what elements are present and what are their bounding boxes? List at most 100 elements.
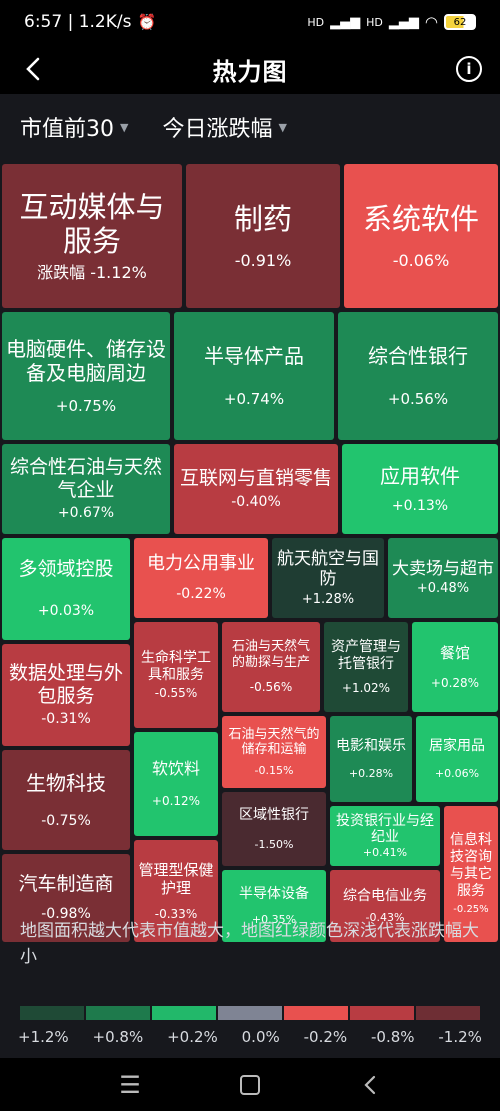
tile-oil-gas-storage[interactable]: 石油与天然气的储存和运输 -0.15% (222, 716, 326, 788)
caret-down-icon: ▼ (120, 120, 129, 134)
tile-application-software[interactable]: 应用软件 +0.13% (342, 444, 498, 534)
tile-integrated-telecom[interactable]: 综合电信业务 -0.43% (330, 870, 440, 942)
tile-name: 应用软件 (380, 463, 460, 488)
home-icon (240, 1074, 260, 1095)
tile-pct: -1.50% (254, 837, 294, 851)
tile-pct: +0.67% (57, 505, 115, 522)
tile-pct: +1.02% (341, 680, 391, 695)
tile-data-processing[interactable]: 数据处理与外包服务 -0.31% (2, 644, 130, 746)
home-button[interactable] (235, 1070, 265, 1100)
tile-name: 生命科学工具和服务 (141, 650, 211, 683)
legend-label: +1.2% (18, 1028, 69, 1046)
battery-icon: 62 (444, 14, 476, 30)
tile-computer-hardware[interactable]: 电脑硬件、储存设备及电脑周边 +0.75% (2, 312, 170, 440)
tile-pct: -0.55% (154, 685, 198, 700)
tile-integrated-oil-gas[interactable]: 综合性石油与天然气企业 +0.67% (2, 444, 170, 534)
tile-name: 大卖场与超市 (392, 559, 494, 579)
tile-life-sciences-tools[interactable]: 生命科学工具和服务 -0.55% (134, 622, 218, 728)
tile-system-software[interactable]: 系统软件 -0.06% (344, 164, 498, 308)
tile-pct: -0.31% (41, 711, 91, 728)
tile-name: 生物科技 (26, 770, 106, 795)
tile-name: 电脑硬件、储存设备及电脑周边 (6, 337, 166, 385)
tile-pct: -0.25% (453, 903, 489, 915)
tile-semiconductors[interactable]: 半导体产品 +0.74% (174, 312, 334, 440)
tile-pct: 涨跌幅 -1.12% (37, 263, 147, 283)
tile-pharma[interactable]: 制药 -0.91% (186, 164, 340, 308)
tile-pct: -0.56% (249, 680, 293, 695)
tile-multi-sector-holdings[interactable]: 多领域控股 +0.03% (2, 538, 130, 640)
tile-name: 资产管理与托管银行 (331, 639, 401, 672)
tile-soft-drinks[interactable]: 软饮料 +0.12% (134, 732, 218, 836)
tile-name: 区域性银行 (239, 807, 309, 823)
heatmap: 互动媒体与服务 涨跌幅 -1.12% 制药 -0.91% 系统软件 -0.06%… (0, 162, 500, 942)
tile-pct: +0.12% (151, 794, 201, 809)
tile-pct: +0.56% (387, 390, 449, 408)
tile-pct: +0.03% (37, 603, 95, 619)
tile-asset-management[interactable]: 资产管理与托管银行 +1.02% (324, 622, 408, 712)
tile-name: 综合性石油与天然气企业 (9, 455, 162, 501)
filter-market-cap-label: 市值前30 (20, 117, 114, 142)
status-time: 6:57 | 1.2K/s (24, 12, 132, 32)
tile-name: 石油与天然气的储存和运输 (228, 726, 320, 758)
tile-name: 互联网与直销零售 (179, 467, 332, 490)
tile-pct: -0.91% (234, 250, 292, 270)
alarm-icon: ⏰ (137, 13, 157, 31)
legend-swatch (86, 1006, 150, 1020)
tile-pct: +0.48% (416, 581, 470, 597)
back-button[interactable] (18, 54, 48, 84)
tile-pct: -0.98% (41, 906, 91, 922)
legend-label: -1.2% (438, 1028, 482, 1046)
legend-swatch (284, 1006, 348, 1020)
tile-pct: -0.15% (254, 764, 294, 777)
tile-name: 管理型保健护理 (138, 860, 214, 897)
filter-daily-change[interactable]: 今日涨跌幅 ▼ (162, 111, 286, 143)
tile-name: 制药 (233, 202, 292, 236)
legend-swatch (416, 1006, 480, 1020)
page-title: 热力图 (212, 57, 288, 86)
tile-interactive-media[interactable]: 互动媒体与服务 涨跌幅 -1.12% (2, 164, 182, 308)
legend-label: -0.2% (303, 1028, 348, 1046)
tile-pct: +0.74% (223, 390, 285, 408)
tile-name: 餐馆 (439, 643, 470, 662)
tile-movies-entertainment[interactable]: 电影和娱乐 +0.28% (330, 716, 412, 802)
legend-label: 0.0% (241, 1028, 280, 1046)
tile-pct: +0.28% (348, 766, 394, 780)
system-nav-bar: ☰ (0, 1058, 500, 1111)
tile-household-products[interactable]: 居家用品 +0.06% (416, 716, 498, 802)
tile-hypermarkets[interactable]: 大卖场与超市 +0.48% (388, 538, 498, 618)
tile-name: 电影和娱乐 (336, 738, 406, 754)
header: 热力图 i (0, 44, 500, 94)
tile-semiconductor-equipment[interactable]: 半导体设备 +0.35% (222, 870, 326, 942)
info-button[interactable]: i (456, 56, 482, 82)
tile-aerospace-defense[interactable]: 航天航空与国防 +1.28% (272, 538, 384, 618)
tile-pct: -0.40% (231, 494, 281, 510)
tile-diversified-banks[interactable]: 综合性银行 +0.56% (338, 312, 498, 440)
tile-pct: +0.75% (55, 397, 117, 415)
tile-oil-gas-exploration[interactable]: 石油与天然气的勘探与生产 -0.56% (222, 622, 320, 712)
tile-it-consulting[interactable]: 信息科技咨询与其它服务 -0.25% (444, 806, 498, 942)
tile-regional-banks[interactable]: 区域性银行 -1.50% (222, 792, 326, 866)
tile-pct: -0.06% (392, 250, 450, 270)
system-back-button[interactable] (355, 1070, 385, 1100)
tile-internet-retail[interactable]: 互联网与直销零售 -0.40% (174, 444, 338, 534)
tile-pct: +0.28% (430, 675, 480, 690)
legend-swatch (218, 1006, 282, 1020)
tile-biotechnology[interactable]: 生物科技 -0.75% (2, 750, 130, 850)
chevron-left-icon (26, 57, 40, 81)
color-legend (20, 1006, 480, 1020)
tile-name: 投资银行业与经纪业 (336, 812, 434, 846)
tile-automobile-manufacturers[interactable]: 汽车制造商 -0.98% (2, 854, 130, 942)
filter-market-cap[interactable]: 市值前30 ▼ (20, 111, 128, 143)
tile-electric-utilities[interactable]: 电力公用事业 -0.22% (134, 538, 268, 618)
caret-down-icon: ▼ (278, 120, 287, 134)
tile-investment-banking[interactable]: 投资银行业与经纪业 +0.41% (330, 806, 440, 866)
tile-restaurants[interactable]: 餐馆 +0.28% (412, 622, 498, 712)
tile-name: 汽车制造商 (18, 873, 114, 896)
tile-pct: +0.13% (391, 497, 449, 514)
menu-button[interactable]: ☰ (115, 1070, 145, 1100)
tile-pct: -0.33% (154, 906, 198, 921)
tile-pct: +0.06% (434, 766, 480, 780)
tile-pct: -0.75% (41, 812, 91, 829)
tile-name: 半导体产品 (204, 344, 304, 368)
tile-managed-health-care[interactable]: 管理型保健护理 -0.33% (134, 840, 218, 942)
